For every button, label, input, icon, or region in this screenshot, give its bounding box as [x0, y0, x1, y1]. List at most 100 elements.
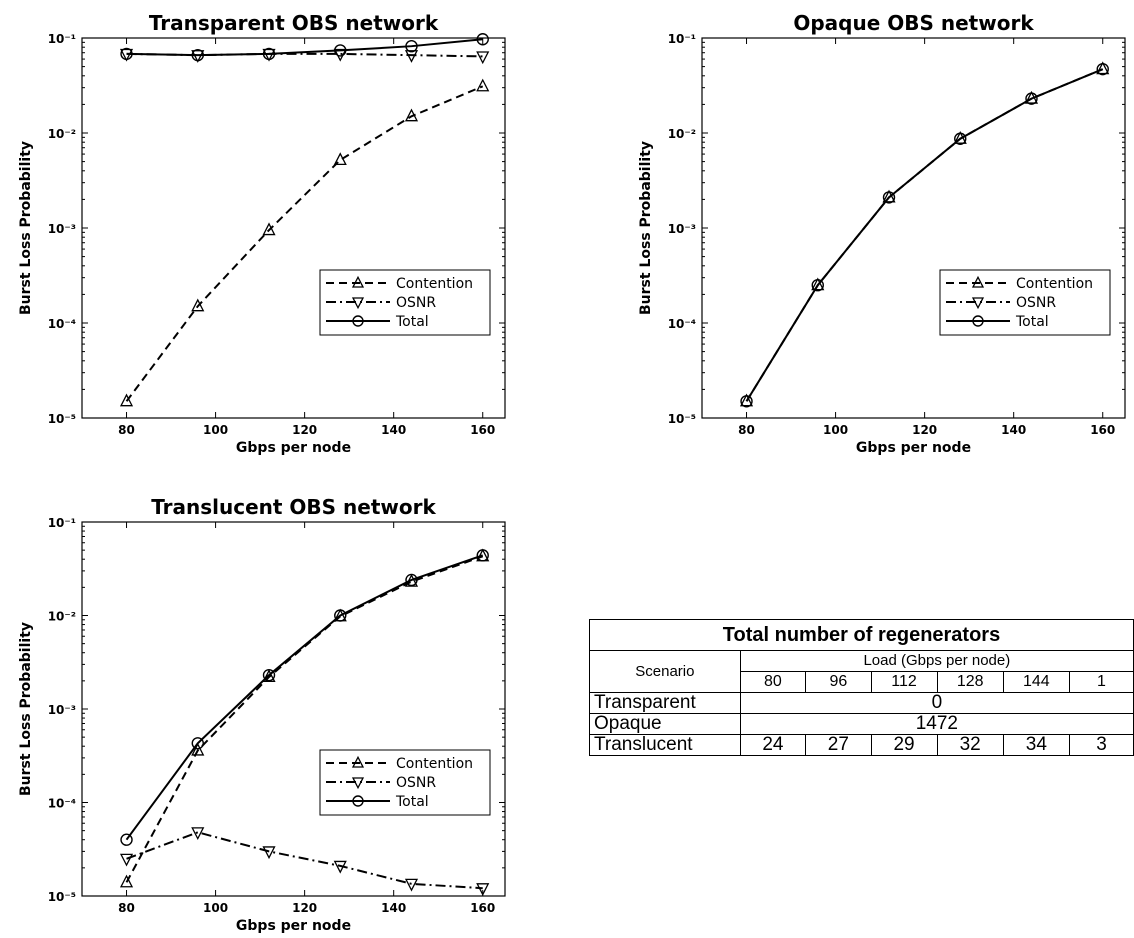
data-point — [262, 669, 276, 683]
data-point — [404, 50, 419, 63]
data-point — [351, 297, 365, 310]
table-row: Transparent 0 — [589, 692, 1134, 714]
series-total — [120, 549, 489, 846]
x-axis-label: Gbps per node — [856, 440, 971, 456]
data-point — [476, 33, 489, 46]
x-tick-label: 160 — [470, 901, 495, 915]
x-tick-label: 140 — [381, 423, 406, 437]
table-title: Total number of regenerators — [589, 619, 1134, 651]
load-col: 112 — [870, 671, 938, 693]
table-cell: 3 — [1068, 734, 1134, 756]
data-point — [1096, 61, 1110, 75]
translucent-chart-svg: Translucent OBS network 10⁻⁵ 10⁻⁴ 10⁻³ 10⁻² 1… — [18, 495, 506, 934]
opaque-chart: Opaque OBS network 10⁻⁵ 10⁻⁴ 10⁻³ 10⁻² 10⁻¹ 80… — [620, 0, 1134, 458]
data-point — [191, 737, 204, 750]
table-load-values-row: 80 96 112 128 144 1 — [590, 671, 1134, 693]
data-point — [476, 549, 489, 562]
series-line — [125, 85, 484, 402]
data-point — [262, 846, 276, 860]
series-line — [125, 555, 484, 883]
chart-title: Translucent OBS network — [151, 495, 436, 519]
data-point — [334, 44, 347, 57]
y-tick-label: 10⁻¹ — [668, 32, 696, 46]
y-tick-label: 10⁻³ — [668, 222, 696, 236]
x-axis-label: Gbps per node — [236, 440, 351, 456]
data-point — [405, 39, 418, 53]
data-point — [191, 298, 205, 312]
x-tick-label: 100 — [823, 423, 848, 437]
data-point — [262, 222, 276, 236]
transparent-chart-svg: Transparent OBS network 10⁻⁵ 10⁻⁴ 10⁻³ 10⁻² 1… — [18, 11, 506, 456]
series-contention — [739, 61, 1110, 407]
load-col: 128 — [936, 671, 1004, 693]
data-point — [404, 108, 419, 122]
x-axis-label: Gbps per node — [236, 918, 351, 934]
x-tick-label: 140 — [1001, 423, 1026, 437]
data-point — [882, 189, 896, 203]
legend-label: OSNR — [396, 295, 436, 311]
data-point — [739, 393, 754, 407]
legend-label: Total — [395, 794, 429, 810]
x-tick-label: 80 — [118, 901, 135, 915]
data-point — [954, 132, 967, 145]
load-col: 80 — [739, 671, 807, 693]
row-label: Opaque — [589, 713, 741, 735]
legend: Contention OSNR Total — [939, 269, 1111, 336]
series-line — [745, 68, 1104, 402]
table-cell: 24 — [739, 734, 807, 756]
y-axis-label: Burst Loss Probability — [18, 622, 34, 796]
legend-label: OSNR — [1016, 295, 1056, 311]
x-tick-label: 120 — [292, 423, 317, 437]
x-tick-label: 120 — [292, 901, 317, 915]
x-tick-label: 80 — [738, 423, 755, 437]
data-point — [404, 878, 419, 892]
legend-label: Total — [395, 314, 429, 330]
y-tick-label: 10⁻⁵ — [668, 412, 696, 426]
chart-title: Opaque OBS network — [793, 11, 1034, 35]
table-cell: 32 — [936, 734, 1004, 756]
data-point — [119, 853, 134, 867]
regenerators-table: Total number of regenerators Scenario Lo… — [589, 619, 1134, 756]
data-point — [351, 777, 365, 790]
data-point — [1096, 62, 1109, 76]
data-point — [971, 275, 985, 288]
data-point — [334, 609, 347, 622]
series-line — [126, 831, 483, 890]
legend-label: OSNR — [396, 775, 436, 791]
load-header: Load (Gbps per node) — [739, 650, 1134, 672]
load-col: 144 — [1002, 671, 1070, 693]
series-total — [740, 62, 1109, 408]
data-point — [811, 278, 824, 292]
legend-label: Contention — [396, 756, 473, 772]
y-tick-label: 10⁻⁴ — [48, 797, 76, 811]
table-row: Translucent 24 27 29 32 34 3 — [589, 734, 1134, 756]
legend-label: Total — [1015, 314, 1049, 330]
y-tick-label: 10⁻³ — [48, 703, 76, 717]
table-cell: 34 — [1002, 734, 1070, 756]
y-tick-label: 10⁻² — [668, 127, 696, 141]
data-point — [191, 827, 205, 841]
data-point — [262, 47, 276, 61]
opaque-chart-svg: Opaque OBS network 10⁻⁵ 10⁻⁴ 10⁻³ 10⁻² 10⁻¹ 80… — [638, 11, 1126, 456]
plot-frame — [81, 37, 506, 419]
y-tick-label: 10⁻⁵ — [48, 412, 76, 426]
data-point — [740, 395, 753, 408]
table-cell: 27 — [805, 734, 872, 756]
data-point — [811, 277, 825, 291]
data-point — [351, 755, 365, 768]
series-line — [125, 554, 484, 841]
data-point — [352, 795, 364, 807]
data-point — [476, 78, 490, 92]
y-tick-label: 10⁻² — [48, 610, 76, 624]
table-row: Opaque 1472 — [589, 713, 1134, 735]
merged-value: 1472 — [739, 713, 1134, 735]
load-col: 1 — [1068, 671, 1134, 693]
row-label: Translucent — [589, 734, 741, 756]
legend-box — [939, 269, 1111, 336]
series-contention — [119, 548, 490, 888]
x-tick-label: 160 — [470, 423, 495, 437]
merged-value: 0 — [739, 692, 1134, 714]
data-point — [119, 874, 134, 888]
row-label: Transparent — [589, 692, 741, 714]
data-point — [119, 393, 134, 407]
